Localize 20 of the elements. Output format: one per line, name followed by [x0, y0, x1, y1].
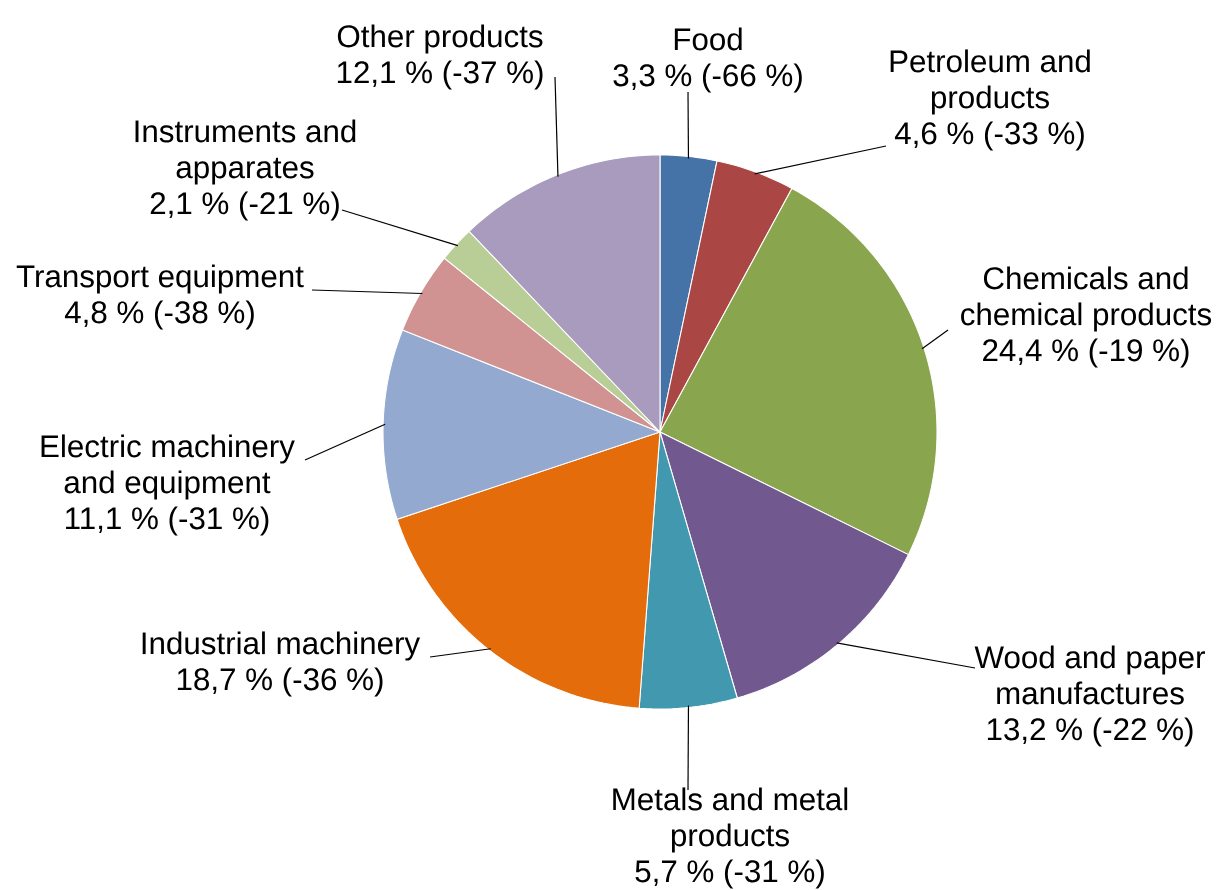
data-label: 2,1 % (-21 %) [150, 191, 339, 221]
data-label: 4,6 % (-33 %) [894, 121, 1084, 151]
data-label: 11,1 % (-31 %) [66, 506, 269, 536]
data-label: 18,7 % (-36 %) [177, 667, 383, 697]
slice-label: Transport equipment [16, 264, 304, 294]
slice-label: Food [674, 27, 742, 51]
data-label: 24,4 % (-19 %) [983, 338, 1189, 368]
slice-label: Instruments and apparates [135, 119, 356, 185]
slice-label: Industrial machinery [142, 631, 421, 661]
slice-label: Wood and paper manufactures [974, 645, 1205, 705]
data-label: 5,7 % (-31 %) [635, 859, 824, 889]
slice-label: Electric machinery and equipment [41, 434, 295, 500]
data-label: 12,1 % (-37 %) [337, 60, 543, 90]
data-label: 3,3 % (-66 %) [613, 63, 802, 93]
slice-label: Metals and metal products [613, 787, 848, 853]
slice-label: Other products [337, 24, 543, 54]
data-label: 13,2 % (-22 %) [987, 717, 1193, 747]
data-label: 4,8 % (-38 %) [64, 300, 254, 330]
slice-label: Chemicals and chemical products [961, 266, 1212, 332]
slice-label: Petroleum and products [890, 49, 1090, 115]
